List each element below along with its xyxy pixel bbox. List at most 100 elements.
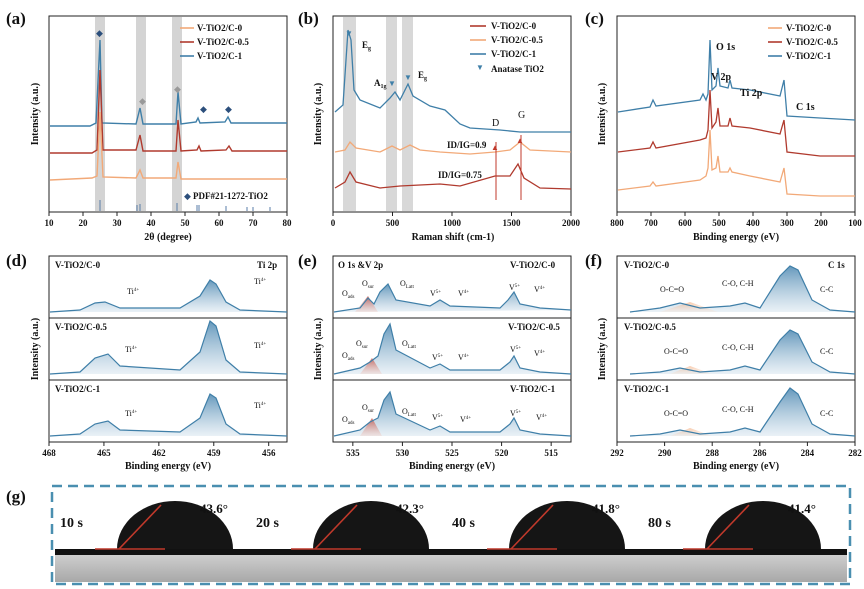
- legend-c: V-TiO2/C-0 V-TiO2/C-0.5 V-TiO2/C-1: [768, 23, 838, 61]
- svg-text:OLatt: OLatt: [402, 407, 416, 418]
- svg-text:V4+: V4+: [534, 349, 545, 358]
- x-tick-label: 288: [705, 448, 719, 458]
- svg-text:V4+: V4+: [536, 413, 547, 422]
- title: Ti 2p: [257, 260, 277, 270]
- x-axis-label-c: Binding energy (eV): [693, 232, 779, 243]
- series-line-c1: [617, 39, 856, 121]
- droplet: [509, 501, 625, 549]
- subpanel-title: V-TiO2/C-0.5: [508, 322, 560, 332]
- x-tick-label: 60: [215, 218, 225, 228]
- series-line-c1: [334, 29, 571, 133]
- subpanel-f-1: V-TiO2/C-0 C 1s O-C=O C-O, C-H C-C: [624, 260, 856, 313]
- marker: ◆: [139, 96, 146, 106]
- subpanel-title: V-TiO2/C-0: [55, 260, 101, 270]
- svg-text:▲: ▲: [516, 136, 524, 145]
- title: C 1s: [828, 260, 845, 270]
- svg-text:V5+: V5+: [510, 409, 521, 418]
- x-tick-label: 292: [610, 448, 624, 458]
- anatase-marker: ◆: [200, 104, 207, 114]
- droplet: [705, 501, 821, 549]
- tangent-arrow: [118, 504, 162, 550]
- svg-text:Oads: Oads: [342, 415, 355, 426]
- panel-d: (d) V-TiO2/C-0 Ti 2p Ti4+ Ti4+ V-TiO2/C-…: [6, 251, 288, 472]
- time-label: 80 s: [648, 516, 672, 531]
- subpanel-f-2: V-TiO2/C-0.5 O-C=O C-O, C-H C-C: [624, 322, 856, 375]
- anatase-marker: ◆: [225, 104, 232, 114]
- panel-b: (b) ▼ Eg A1g ▼ ▼ Eg D G ▲ ▲ ID/IG=0.9 ID…: [298, 9, 581, 243]
- x-tick-label: 284: [801, 448, 815, 458]
- subpanel-title: V-TiO2/C-1: [55, 384, 101, 394]
- panel-label-d: (d): [6, 251, 27, 270]
- anatase-marker: ▼: [345, 29, 353, 38]
- subpanel-e-2: V-TiO2/C-0.5 Oads Osur OLatt V5+ V4+ V5+…: [333, 322, 572, 375]
- svg-text:Oads: Oads: [342, 289, 355, 300]
- subpanel-f-3: V-TiO2/C-1 O-C=O C-O, C-H C-C: [624, 384, 856, 437]
- y-axis-label-e: Intensity (a.u.): [313, 318, 324, 381]
- y-axis-label-c: Intensity (a.u.): [597, 83, 608, 146]
- x-tick-label: 535: [346, 448, 360, 458]
- x-tick-label: 40: [147, 218, 157, 228]
- x-tick-label: 1500: [503, 218, 522, 228]
- ratio-label: ID/IG=0.9: [447, 140, 487, 150]
- peak-label: Ti4+: [254, 277, 266, 286]
- time-label: 10 s: [60, 516, 84, 531]
- svg-text:V5+: V5+: [432, 353, 443, 362]
- subpanel-title: V-TiO2/C-0: [624, 260, 670, 270]
- peak-label: Ti4+: [127, 287, 139, 296]
- x-tick-label: 530: [396, 448, 410, 458]
- legend-item: V-TiO2/C-0: [786, 23, 832, 33]
- subpanel-title: V-TiO2/C-1: [624, 384, 670, 394]
- x-tick-label: 100: [848, 218, 862, 228]
- x-tick-label: 50: [181, 218, 191, 228]
- x-ticks-b: 0 500 1000 1500 2000: [331, 212, 581, 228]
- peak-label: O-C=O: [664, 347, 688, 356]
- droplet: [313, 501, 429, 549]
- highlight-band: [386, 17, 397, 211]
- peak-label: Ti 2p: [740, 88, 763, 99]
- anatase-marker: ▼: [404, 73, 412, 82]
- x-tick-label: 20: [79, 218, 89, 228]
- series-line-c05: [50, 69, 287, 154]
- angle-label: 43.6°: [200, 501, 228, 516]
- svg-text:V5+: V5+: [432, 413, 443, 422]
- legend-anatase: Anatase TiO2: [491, 64, 544, 74]
- tangent-arrow: [706, 504, 750, 550]
- panel-label-f: (f): [585, 251, 602, 270]
- peak-label: O-C=O: [664, 409, 688, 418]
- x-axis-label-e: Binding energy (eV): [409, 461, 495, 472]
- panel-label-a: (a): [6, 9, 26, 28]
- series-line-c0: [49, 111, 287, 181]
- x-tick-label: 600: [678, 218, 692, 228]
- droplet: [117, 501, 233, 549]
- subpanel-d-2: V-TiO2/C-0.5 Ti4+ Ti4+: [49, 319, 288, 375]
- anatase-marker: ▼: [476, 63, 484, 72]
- y-axis-label-a: Intensity (a.u.): [30, 83, 41, 146]
- panel-a: (a) ◆ ◆ ◆ ◆ ◆ ◆ PDF#21-1272-TiO2 V-TiO2/…: [6, 9, 292, 243]
- series-line-c1: [50, 39, 287, 127]
- x-tick-label: 2000: [562, 218, 581, 228]
- panel-c: (c) O 1s V 2p Ti 2p C 1s V-TiO2/C-0 V-Ti…: [585, 9, 862, 243]
- panel-label-b: (b): [298, 9, 319, 28]
- svg-text:▲: ▲: [491, 143, 499, 152]
- subpanel-title: V-TiO2/C-1: [510, 384, 556, 394]
- panel-label-g: (g): [6, 487, 26, 506]
- svg-text:Osur: Osur: [362, 279, 374, 290]
- x-tick-label: 0: [331, 218, 336, 228]
- series-line-c05: [334, 162, 572, 190]
- subpanel-title: V-TiO2/C-0.5: [624, 322, 676, 332]
- angle-label: 42.3°: [396, 501, 424, 516]
- svg-text:V4+: V4+: [534, 285, 545, 294]
- panel-e: (e) O 1s &V 2p V-TiO2/C-0 Oads Osur OLat…: [298, 251, 572, 472]
- x-tick-label: 459: [207, 448, 221, 458]
- anatase-marker: ▼: [388, 79, 396, 88]
- peak-label: C-O, C-H: [722, 343, 754, 352]
- panel-f: (f) V-TiO2/C-0 C 1s O-C=O C-O, C-H C-C V…: [585, 251, 862, 472]
- highlight-band: [402, 17, 413, 211]
- x-tick-label: 525: [445, 448, 459, 458]
- tangent-arrow: [314, 504, 358, 550]
- x-axis-label-d: Binding energy (eV): [125, 461, 211, 472]
- peak-label: A1g: [374, 78, 387, 90]
- ratio-label: ID/IG=0.75: [438, 170, 482, 180]
- series-line-c0: [334, 140, 572, 155]
